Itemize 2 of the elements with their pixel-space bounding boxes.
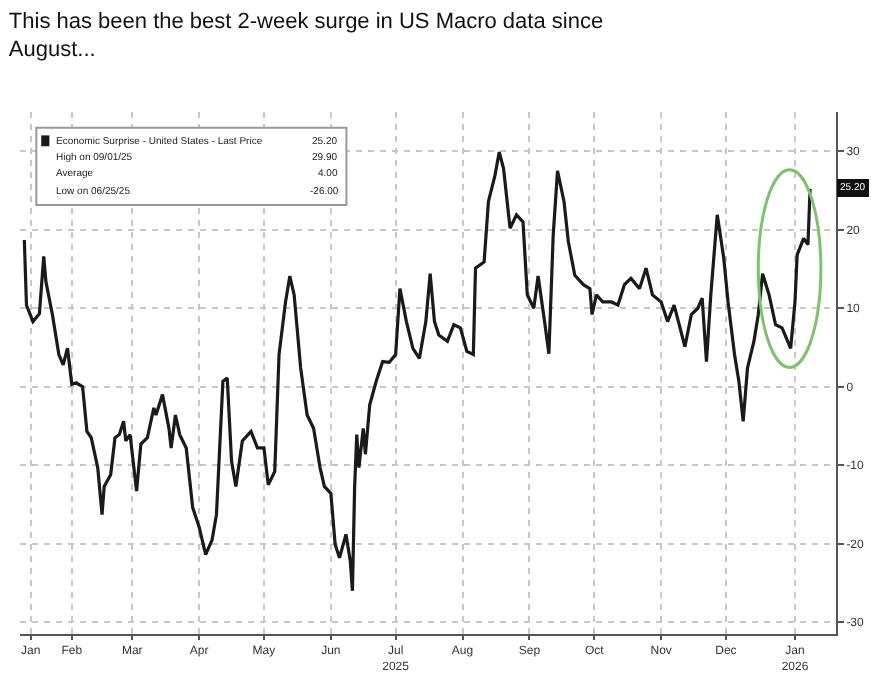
line-series [22,150,812,593]
chart-title: This has been the best 2-week surge in US Macro data since August... [8,9,604,63]
